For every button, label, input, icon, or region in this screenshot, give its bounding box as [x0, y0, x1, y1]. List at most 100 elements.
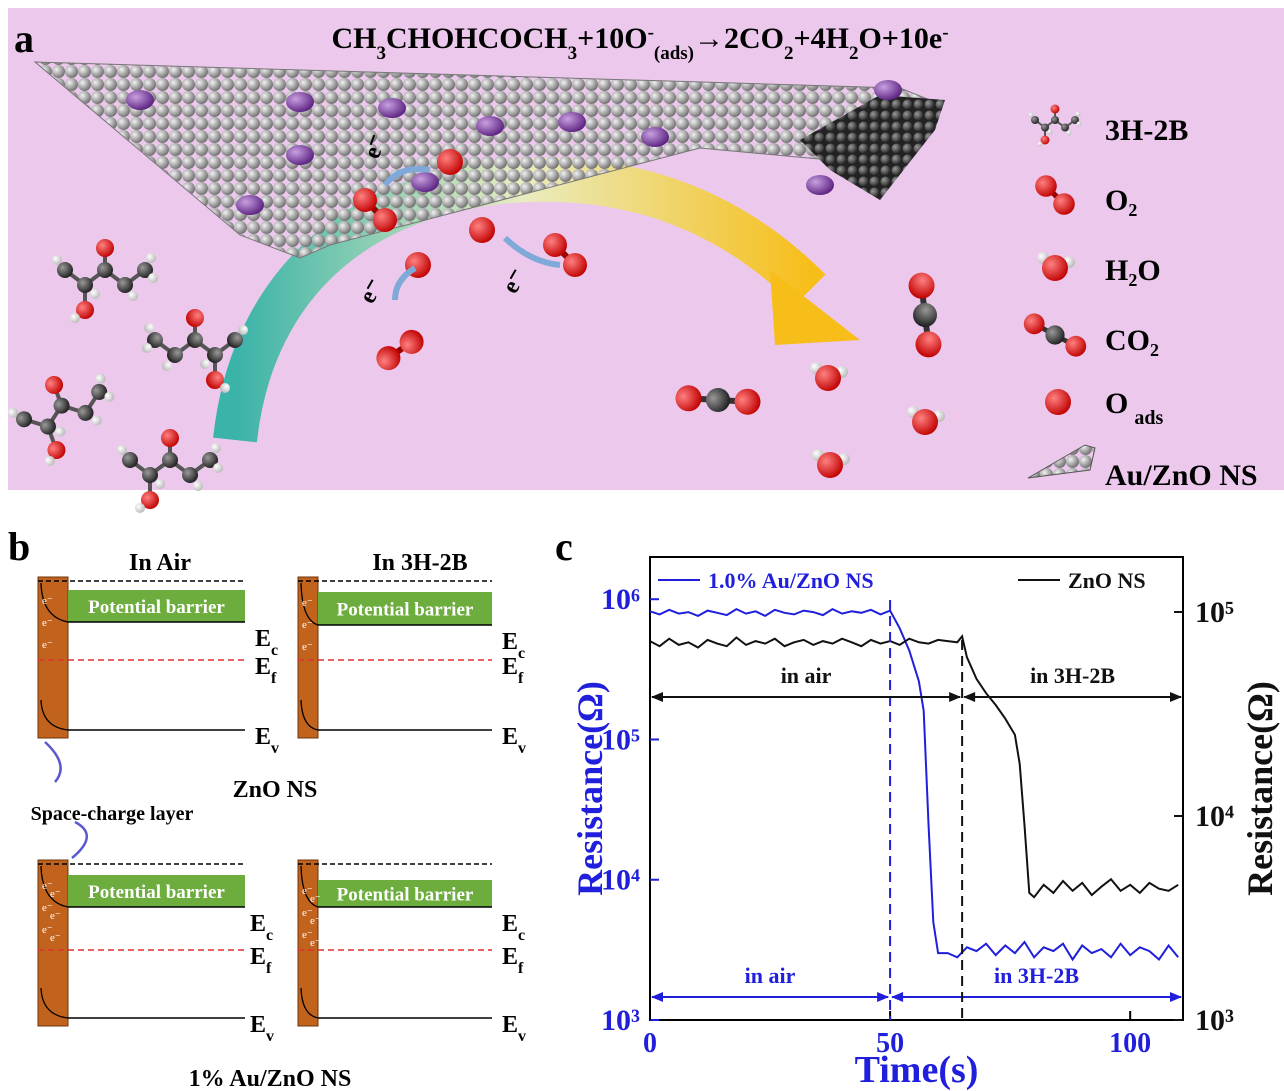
y-axis-label: Resistance(Ω) — [570, 681, 610, 896]
energy-level-label: Ef — [502, 944, 524, 977]
electron: e⁻ — [50, 910, 61, 922]
legend-label-sub: ads — [1134, 407, 1163, 429]
level-subscript: v — [518, 740, 526, 757]
panel-a: a CH3CHOHCOCH3+10O-(ads)→2CO2+4H2O+10e- … — [1, 8, 1284, 513]
level-symbol: E — [250, 944, 266, 970]
au-particle — [806, 175, 834, 195]
arrow-head — [963, 692, 975, 702]
level-symbol: E — [255, 626, 271, 652]
level-subscript: f — [271, 670, 277, 687]
arrow-head — [651, 692, 663, 702]
equation-part: - — [942, 22, 948, 43]
sample-label: ZnO NS — [233, 777, 318, 803]
y-tick-label: 10⁶ — [601, 583, 640, 616]
equation-part: 3 — [568, 43, 578, 64]
energy-level-label: Ef — [250, 944, 272, 977]
legend-label: H₂O — [1105, 254, 1161, 287]
barrier-label: Potential barrier — [88, 597, 225, 618]
level-subscript: f — [518, 960, 524, 977]
level-symbol: E — [502, 629, 518, 655]
legend-label: O₂ — [1105, 184, 1137, 217]
space-charge-pointer — [45, 742, 87, 858]
arrow-head — [1170, 692, 1182, 702]
phase-label: in air — [781, 663, 832, 688]
legend-label: Au/ZnO NS — [1105, 459, 1258, 492]
energy-level-label: Ec — [250, 911, 273, 944]
arrow-head — [891, 992, 903, 1002]
level-symbol: E — [502, 654, 518, 680]
level-symbol: E — [502, 1012, 518, 1038]
shape — [437, 149, 463, 175]
au-particle — [874, 80, 902, 100]
equation-part: +4H — [794, 22, 849, 55]
electron: e⁻ — [310, 915, 321, 927]
x-tick-label: 0 — [643, 1028, 657, 1059]
electron: e⁻ — [42, 595, 53, 607]
level-subscript: f — [266, 960, 272, 977]
level-symbol: E — [502, 944, 518, 970]
legend-label: ZnO NS — [1068, 568, 1146, 593]
energy-level-label: Ev — [250, 1012, 274, 1045]
electron: e⁻ — [310, 937, 321, 949]
equation-part: (ads) — [654, 43, 694, 64]
condition-title: In 3H-2B — [372, 550, 467, 576]
y2-tick-label: 10⁵ — [1195, 596, 1234, 629]
shape — [469, 217, 495, 243]
sample-label: 1% Au/ZnO NS — [189, 1066, 352, 1091]
level-symbol: E — [502, 911, 518, 937]
series-line — [650, 609, 1178, 959]
au-particle — [286, 92, 314, 112]
level-subscript: v — [266, 1028, 274, 1045]
level-subscript: c — [271, 642, 278, 659]
level-subscript: v — [271, 740, 279, 757]
y2-axis-label: Resistance(Ω) — [1240, 681, 1280, 896]
arrow-head — [877, 992, 889, 1002]
equation-part: CHOHCOCH — [386, 22, 568, 55]
level-symbol: E — [255, 724, 271, 750]
equation-part: 2 — [849, 43, 859, 64]
x-axis-label: Time(s) — [855, 1049, 979, 1091]
au-particle — [378, 98, 406, 118]
condition-title: In Air — [129, 550, 191, 576]
x-tick-label: 100 — [1109, 1028, 1151, 1059]
electron: e⁻ — [310, 893, 321, 905]
legend-label-part: O — [1105, 387, 1128, 420]
electron: e⁻ — [42, 617, 53, 629]
equation-part: O+10e — [858, 22, 942, 55]
equation-part: 2 — [784, 43, 794, 64]
page: a CH3CHOHCOCH3+10O-(ads)→2CO2+4H2O+10e- … — [0, 0, 1284, 1091]
arrow-head — [949, 692, 961, 702]
electron: e⁻ — [50, 888, 61, 900]
panel-label: a — [14, 16, 34, 61]
level-symbol: E — [255, 654, 271, 680]
arrow-head — [651, 992, 663, 1002]
au-particle — [411, 172, 439, 192]
energy-level-label: Ec — [502, 911, 525, 944]
au-particle — [126, 90, 154, 110]
phase-label: in 3H-2B — [994, 963, 1079, 988]
level-subscript: v — [518, 1028, 526, 1045]
electron: e⁻ — [302, 597, 313, 609]
y2-tick-label: 10⁴ — [1195, 800, 1234, 833]
legend-label: CO₂ — [1105, 324, 1159, 357]
barrier-label: Potential barrier — [88, 882, 225, 903]
electron: e⁻ — [302, 619, 313, 631]
equation-part: →2CO — [694, 22, 784, 55]
level-symbol: E — [250, 1012, 266, 1038]
energy-level-label: Ef — [255, 654, 277, 687]
electron: e⁻ — [42, 639, 53, 651]
y2-tick-label: 10³ — [1195, 1004, 1234, 1037]
panel-label: c — [555, 524, 573, 569]
arrow-head — [1170, 992, 1182, 1002]
phase-label: in air — [745, 963, 796, 988]
equation-part: +10O — [577, 22, 647, 55]
level-subscript: c — [266, 927, 273, 944]
legend-label: 3H-2B — [1105, 114, 1188, 147]
au-particle — [558, 112, 586, 132]
level-symbol: E — [502, 724, 518, 750]
au-particle — [641, 127, 669, 147]
figure: a CH3CHOHCOCH3+10O-(ads)→2CO2+4H2O+10e- … — [0, 0, 1284, 1091]
energy-level-label: Ev — [502, 724, 526, 757]
phase-label: in 3H-2B — [1030, 663, 1115, 688]
